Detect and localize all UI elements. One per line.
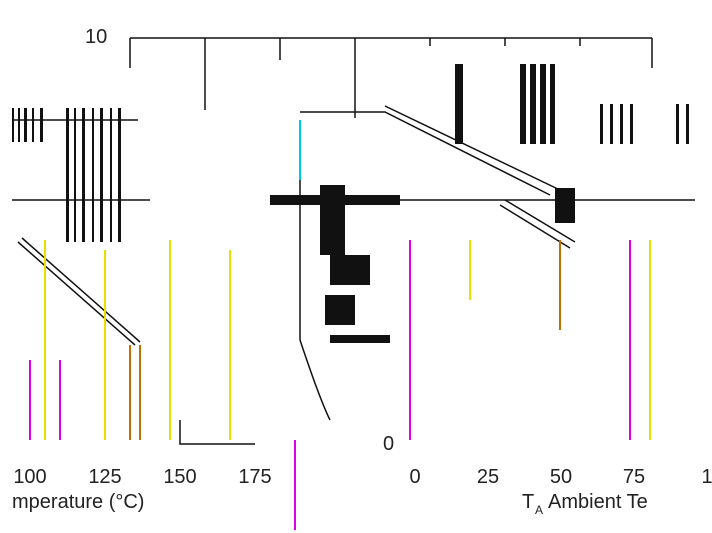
right-axis-subscript: A xyxy=(535,503,543,517)
zero-label: 0 xyxy=(383,433,394,455)
right-axis-title: Ambient Te xyxy=(548,491,648,513)
right-tick-label: 75 xyxy=(623,466,645,488)
left-tick-label: 125 xyxy=(88,466,121,488)
top-label: 10 xyxy=(85,26,107,48)
right-tick-label: 50 xyxy=(550,466,572,488)
glitch-lines xyxy=(29,120,651,530)
left-tick-label: 100 xyxy=(13,466,46,488)
right-axis-symbol: T xyxy=(522,491,534,513)
right-tick-label: 1 xyxy=(701,466,712,488)
right-tick-label: 0 xyxy=(409,466,420,488)
glitch-bars xyxy=(12,64,689,343)
right-tick-label: 25 xyxy=(477,466,499,488)
left-axis-title: mperature (°C) xyxy=(12,491,144,513)
left-tick-label: 175 xyxy=(238,466,271,488)
left-tick-label: 150 xyxy=(163,466,196,488)
